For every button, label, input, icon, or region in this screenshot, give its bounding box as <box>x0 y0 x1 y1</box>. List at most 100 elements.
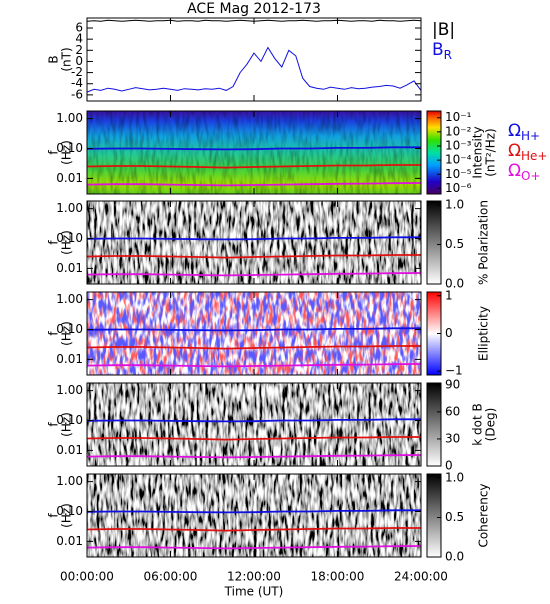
legend-name: Ω <box>508 121 521 141</box>
chart-title: ACE Mag 2012-173 <box>187 1 321 17</box>
colorbar-tick-label: 10⁻⁵ <box>445 167 472 181</box>
y-tick-label: 1.00 <box>56 292 83 306</box>
series-line <box>86 454 422 459</box>
y-axis-label: (Hz) <box>60 230 74 255</box>
legend-subscript: He+ <box>521 149 547 163</box>
series-line <box>86 254 421 259</box>
spectrogram-texture <box>87 383 421 466</box>
colorbar <box>426 200 442 285</box>
legend-entry: ΩO+ <box>508 161 541 183</box>
y-tick-label: 2 <box>75 43 83 57</box>
y-tick-label: 0.01 <box>56 261 83 275</box>
y-axis-label: f <box>47 331 61 336</box>
series-line <box>86 436 421 441</box>
y-tick-label: 0 <box>75 54 83 68</box>
spectrogram-texture <box>87 111 421 194</box>
x-axis-label: Time (UT) <box>224 585 284 599</box>
colorbar-tick-label: 30 <box>445 431 460 445</box>
colorbar-label: k dot B <box>471 403 485 445</box>
y-tick-label: -2 <box>71 65 83 79</box>
y-axis-label: f <box>47 150 61 155</box>
x-tick-label: 06:00:00 <box>144 570 198 584</box>
colorbar-label: Coherency <box>477 483 491 547</box>
y-tick-label: 1.00 <box>56 474 83 488</box>
colorbar-tick-label: 10⁻¹ <box>445 110 472 124</box>
y-axis-label: f <box>47 240 61 245</box>
y-axis-label: (Hz) <box>60 140 74 165</box>
colorbar-tick-label: 0 <box>445 459 453 473</box>
series-line <box>86 545 422 550</box>
legend-subscript: H+ <box>521 129 540 143</box>
colorbar-tick-label: 10⁻² <box>445 124 472 138</box>
y-tick-label: 6 <box>75 21 83 35</box>
y-tick-label: 4 <box>75 32 83 46</box>
legend-entry: |B| <box>432 20 455 40</box>
colorbar-tick-label: −1 <box>445 364 463 378</box>
colorbar-tick-label: 0.0 <box>445 277 464 291</box>
series-line <box>86 164 421 169</box>
series-line <box>86 527 421 532</box>
y-tick-label: 1.00 <box>56 201 83 215</box>
plot-frame <box>86 17 422 102</box>
colorbar-tick-label: 10⁻⁴ <box>445 153 472 167</box>
x-tick-label: 24:00:00 <box>394 570 448 584</box>
series-line <box>86 236 421 241</box>
y-axis-label: f <box>47 422 61 427</box>
colorbar-label: Intensity <box>471 126 485 178</box>
series-line <box>86 146 421 151</box>
legend-entry: BR <box>432 40 452 62</box>
colorbar-tick-label: 60 <box>445 404 460 418</box>
x-tick-label: 00:00:00 <box>60 570 114 584</box>
y-tick-label: 0.01 <box>56 534 83 548</box>
legend-name: Ω <box>508 161 521 181</box>
spectrogram-texture <box>87 201 421 284</box>
legend-entry: ΩHe+ <box>508 141 547 163</box>
legend-entry: ΩH+ <box>508 121 540 143</box>
y-tick-label: 0.01 <box>56 171 83 185</box>
colorbar-tick-label: 90 <box>445 377 460 391</box>
legend-name: |B| <box>432 20 455 40</box>
colorbar-tick-label: 10⁻⁶ <box>445 181 472 195</box>
y-tick-label: 0.10 <box>56 231 83 245</box>
colorbar-tick-label: 1.0 <box>445 197 464 211</box>
y-axis-label: B <box>47 55 61 63</box>
series-line <box>86 345 421 350</box>
series-line <box>86 182 422 187</box>
colorbar <box>426 473 442 558</box>
colorbar-tick-label: 1.0 <box>445 470 464 484</box>
colorbar-label: (nT²/Hz) <box>484 128 498 176</box>
y-tick-label: 0.10 <box>56 141 83 155</box>
y-tick-label: -6 <box>71 87 83 101</box>
colorbar-tick-label: 0.5 <box>445 510 464 524</box>
legend-name: Ω <box>508 141 521 161</box>
colorbar-tick-label: 10⁻³ <box>445 138 472 152</box>
spectrogram-texture <box>87 292 421 375</box>
y-tick-label: 0.10 <box>56 504 83 518</box>
y-tick-label: 1.00 <box>56 383 83 397</box>
y-tick-label: 0.01 <box>56 443 83 457</box>
colorbar-tick-label: 0.0 <box>445 550 464 564</box>
colorbar-tick-label: 0 <box>445 326 453 340</box>
y-tick-label: 0.10 <box>56 322 83 336</box>
colorbar <box>426 110 442 195</box>
colorbar-label: % Polarization <box>477 200 491 285</box>
y-axis-label: (Hz) <box>60 412 74 437</box>
series-line <box>86 418 421 423</box>
series-line <box>86 46 422 93</box>
legend-subscript: R <box>444 48 452 62</box>
colorbar-tick-label: 1 <box>445 288 453 302</box>
series-line <box>86 272 422 277</box>
legend-subscript: O+ <box>521 169 541 183</box>
series-line <box>86 363 422 368</box>
y-tick-label: 0.10 <box>56 413 83 427</box>
colorbar-label: Ellipticity <box>477 306 491 361</box>
x-tick-label: 12:00:00 <box>227 570 281 584</box>
y-tick-label: 0.01 <box>56 352 83 366</box>
y-axis-label: f <box>47 513 61 518</box>
colorbar-tick-label: 0.5 <box>445 237 464 251</box>
y-tick-label: 1.00 <box>56 111 83 125</box>
legend-name: B <box>432 40 444 60</box>
y-axis-label: (nT) <box>60 47 74 71</box>
